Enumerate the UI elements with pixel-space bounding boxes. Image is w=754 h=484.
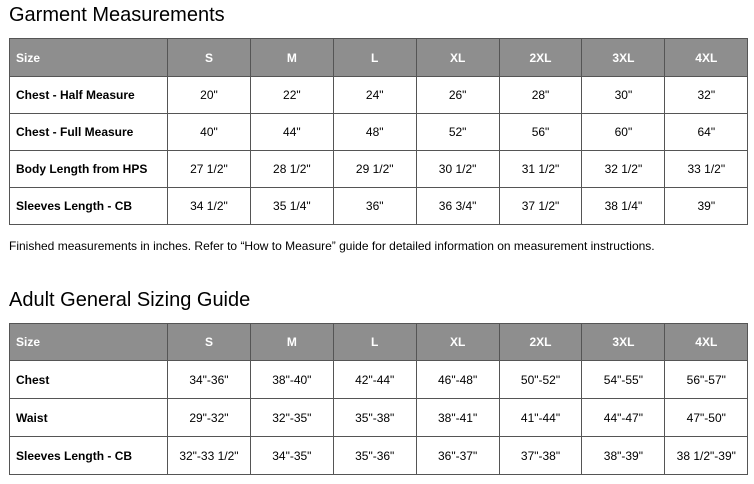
header-cell: 3XL	[581, 38, 666, 77]
cell: 64"	[664, 113, 749, 151]
cell: 28 1/2"	[249, 150, 334, 188]
cell: 29 1/2"	[332, 150, 417, 188]
cell: 32"	[664, 76, 749, 114]
size-table: Size S M L XL 2XL 3XL 4XL Chest 34"-36" 38"-40" 42"…	[9, 323, 749, 475]
cell: 28"	[498, 76, 583, 114]
cell: 38 1/4"	[581, 187, 666, 225]
cell: 36 3/4"	[415, 187, 500, 225]
cell: 41"-44"	[498, 398, 583, 437]
header-cell: XL	[415, 38, 500, 77]
cell: 36"	[332, 187, 417, 225]
cell: 22"	[249, 76, 334, 114]
section-title: Adult General Sizing Guide	[9, 289, 251, 311]
header-cell: XL	[415, 323, 500, 361]
header-cell: S	[167, 323, 251, 361]
row-label: Sleeves Length - CB	[9, 187, 168, 225]
header-cell: L	[332, 38, 417, 77]
cell: 37"-38"	[498, 436, 583, 475]
header-cell: L	[332, 323, 417, 361]
cell: 35 1/4"	[249, 187, 334, 225]
cell: 30"	[581, 76, 666, 114]
cell: 38"-40"	[249, 360, 334, 399]
row-label: Body Length from HPS	[9, 150, 168, 188]
cell: 38 1/2"-39"	[664, 436, 749, 475]
data-row: Body Length from HPS 27 1/2" 28 1/2" 29 1/2…	[9, 150, 749, 188]
note: Finished measurements in inches. Refer t…	[9, 239, 655, 253]
cell: 52"	[415, 113, 500, 151]
cell: 44"-47"	[581, 398, 666, 437]
cell: 34"-36"	[167, 360, 251, 399]
data-row: Waist 29"-32" 32"-35" 35"-38" 38"-41" 41"-44"…	[9, 398, 749, 437]
cell: 39"	[664, 187, 749, 225]
header-cell: Size	[9, 38, 168, 77]
cell: 26"	[415, 76, 500, 114]
cell: 50"-52"	[498, 360, 583, 399]
cell: 32"-35"	[249, 398, 334, 437]
cell: 38"-39"	[581, 436, 666, 475]
data-row: Sleeves Length - CB 32"-33 1/2" 34"-35" 35"…	[9, 436, 749, 475]
section-title: Garment Measurements	[9, 4, 225, 26]
cell: 40"	[167, 113, 251, 151]
header-cell: M	[249, 323, 334, 361]
cell: 60"	[581, 113, 666, 151]
cell: 48"	[332, 113, 417, 151]
cell: 31 1/2"	[498, 150, 583, 188]
cell: 34 1/2"	[167, 187, 251, 225]
header-cell: 2XL	[498, 323, 583, 361]
cell: 29"-32"	[167, 398, 251, 437]
cell: 35"-38"	[332, 398, 417, 437]
cell: 56"	[498, 113, 583, 151]
header-cell: M	[249, 38, 334, 77]
data-row: Chest - Half Measure 20" 22" 24" 26" 28" 30" 32…	[9, 76, 749, 114]
cell: 32 1/2"	[581, 150, 666, 188]
header-row: Size S M L XL 2XL 3XL 4XL	[9, 38, 749, 77]
cell: 44"	[249, 113, 334, 151]
data-row: Sleeves Length - CB 34 1/2" 35 1/4" 36" 36 3…	[9, 187, 749, 225]
header-row: Size S M L XL 2XL 3XL 4XL	[9, 323, 749, 361]
row-label: Chest - Half Measure	[9, 76, 168, 114]
cell: 34"-35"	[249, 436, 334, 475]
cell: 36"-37"	[415, 436, 500, 475]
header-cell: 2XL	[498, 38, 583, 77]
size-table: Size S M L XL 2XL 3XL 4XL Chest - Half Measure 20…	[9, 38, 749, 225]
header-cell: 4XL	[664, 323, 749, 361]
cell: 37 1/2"	[498, 187, 583, 225]
cell: 33 1/2"	[664, 150, 749, 188]
cell: 47"-50"	[664, 398, 749, 437]
data-row: Chest - Full Measure 40" 44" 48" 52" 56" 60" 64…	[9, 113, 749, 151]
header-cell: S	[167, 38, 251, 77]
cell: 38"-41"	[415, 398, 500, 437]
row-label: Chest	[9, 360, 168, 399]
cell: 42"-44"	[332, 360, 417, 399]
cell: 32"-33 1/2"	[167, 436, 251, 475]
cell: 35"-36"	[332, 436, 417, 475]
cell: 56"-57"	[664, 360, 749, 399]
header-cell: Size	[9, 323, 168, 361]
header-cell: 4XL	[664, 38, 749, 77]
data-row: Chest 34"-36" 38"-40" 42"-44" 46"-48" 50"-52"…	[9, 360, 749, 399]
header-cell: 3XL	[581, 323, 666, 361]
row-label: Chest - Full Measure	[9, 113, 168, 151]
cell: 20"	[167, 76, 251, 114]
cell: 27 1/2"	[167, 150, 251, 188]
row-label: Waist	[9, 398, 168, 437]
cell: 24"	[332, 76, 417, 114]
cell: 54"-55"	[581, 360, 666, 399]
cell: 46"-48"	[415, 360, 500, 399]
row-label: Sleeves Length - CB	[9, 436, 168, 475]
cell: 30 1/2"	[415, 150, 500, 188]
